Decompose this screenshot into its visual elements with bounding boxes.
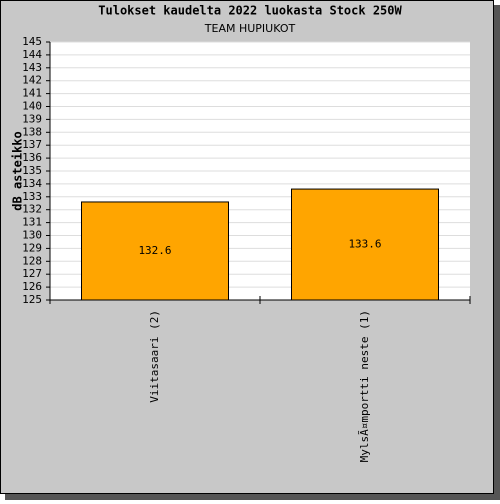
y-tick-label: 137 (22, 138, 42, 151)
value-label: 132.6 (138, 244, 171, 257)
bar (81, 201, 229, 301)
value-label: 133.6 (348, 238, 381, 251)
x-tick-label: Viitasaari (2) (148, 310, 161, 403)
chart-title: Tulokset kaudelta 2022 luokasta Stock 25… (98, 4, 402, 18)
y-tick-label: 143 (22, 61, 42, 74)
x-tick-label: MylsÃ¤mportti neste (1) (358, 310, 371, 462)
y-tick-label: 131 (22, 216, 42, 229)
y-tick-label: 133 (22, 190, 42, 203)
y-tick-label: 136 (22, 151, 42, 164)
y-tick-label: 145 (22, 35, 42, 48)
y-tick-label: 135 (22, 164, 42, 177)
y-tick-label: 125 (22, 293, 42, 306)
y-tick-label: 127 (22, 267, 42, 280)
y-tick-label: 132 (22, 203, 42, 216)
y-tick-label: 140 (22, 100, 42, 113)
y-tick-label: 139 (22, 112, 42, 125)
y-axis-label: dB asteikko (11, 131, 25, 210)
y-tick-label: 134 (22, 177, 42, 190)
bar (291, 188, 439, 301)
y-tick-label: 142 (22, 74, 42, 87)
y-tick-label: 141 (22, 87, 42, 100)
y-tick-label: 129 (22, 241, 42, 254)
y-tick-label: 130 (22, 229, 42, 242)
y-tick-label: 144 (22, 48, 42, 61)
y-tick-label: 138 (22, 125, 42, 138)
y-tick-label: 128 (22, 254, 42, 267)
y-tick-label: 126 (22, 280, 42, 293)
chart-subtitle: TEAM HUPIUKOT (204, 22, 296, 35)
